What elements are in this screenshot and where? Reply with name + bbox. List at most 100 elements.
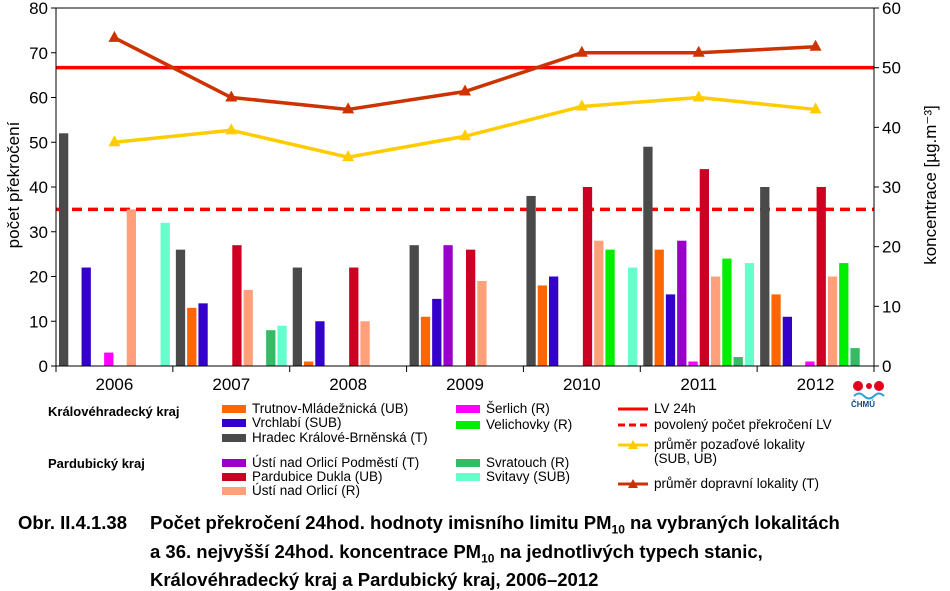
- y2-tick-label: 40: [882, 118, 901, 137]
- bar: [805, 361, 815, 366]
- legend-swatch: [456, 421, 480, 429]
- legend-label: Vrchlabí (SUB): [252, 415, 342, 430]
- line-point: [459, 129, 471, 141]
- caption-line3: Královéhradecký kraj a Pardubický kraj, …: [150, 569, 599, 591]
- bar: [654, 249, 664, 366]
- bar: [175, 249, 186, 366]
- legend-swatch: [456, 459, 480, 467]
- legend-label: průměr pozaďové lokality (SUB, UB): [654, 437, 805, 466]
- bar: [549, 276, 559, 366]
- caption-number: Obr. II.4.1.38: [18, 512, 128, 533]
- bar: [526, 195, 536, 366]
- bar: [81, 267, 91, 366]
- y2-tick-label: 10: [882, 297, 901, 316]
- bars: [59, 133, 860, 366]
- chmu-logo-text: ČHMÚ: [851, 400, 875, 409]
- bar: [665, 294, 676, 366]
- bar: [711, 276, 721, 366]
- chmu-logo: [853, 381, 885, 400]
- legend-item-hk-brnenska: Hradec Králové-Brněnská (T): [222, 431, 428, 445]
- y2-tick-label: 50: [882, 59, 901, 78]
- legend-label: Šerlich (R): [486, 401, 550, 416]
- legend-swatch: [222, 459, 246, 467]
- legend-label: průměr dopravní lokality (T): [654, 476, 820, 491]
- bar: [628, 267, 638, 366]
- y-tick-label: 70: [29, 44, 48, 63]
- bar: [771, 294, 781, 366]
- y-axis-title: počet překročení: [4, 121, 23, 248]
- legend-item-povoleny: povolený počet překročení LV: [618, 418, 832, 432]
- bar: [104, 352, 114, 366]
- y-tick-label: 0: [39, 357, 48, 376]
- y-tick-label: 40: [29, 178, 48, 197]
- y2-tick-label: 0: [882, 357, 891, 376]
- x-tick-label: 2009: [446, 375, 484, 394]
- bar: [304, 361, 314, 366]
- bar: [443, 245, 453, 366]
- x-tick-label: 2011: [680, 375, 717, 394]
- chart: 0 10 20 30 40 50 60 70 80 0 10 20 30 40 50 60 2006 2007 20…: [4, 0, 940, 400]
- y-tick-label: 60: [29, 89, 48, 108]
- bar: [733, 357, 743, 366]
- line-point: [108, 30, 121, 42]
- figure-caption: Obr. II.4.1.38 Počet překročení 24hod. ho…: [18, 512, 948, 591]
- x-tick-label: 2012: [797, 375, 835, 394]
- x-tick-label: 2006: [96, 375, 134, 394]
- series-line: [114, 95, 816, 159]
- legend-swatch: [222, 405, 246, 413]
- legend-line-triangle-yellow: [618, 440, 648, 449]
- line-point: [342, 150, 355, 162]
- legend-item-velichovky: Velichovky (R): [456, 418, 572, 432]
- line-point: [575, 99, 588, 111]
- line-point: [342, 102, 355, 114]
- legend-item-trutnov: Trutnov-Mládežnická (UB): [222, 402, 408, 416]
- bar: [59, 133, 69, 366]
- legend-item-pozadove: průměr pozaďové lokality (SUB, UB): [618, 438, 805, 466]
- caption-line1: Počet překročení 24hod. hodnoty imisního…: [150, 512, 612, 533]
- legend-label: Hradec Králové-Brněnská (T): [252, 430, 428, 445]
- bar: [266, 330, 276, 366]
- bar: [744, 263, 755, 366]
- bar: [477, 280, 487, 366]
- bar: [699, 169, 709, 366]
- legend-label: Velichovky (R): [486, 417, 573, 432]
- bar: [187, 307, 197, 366]
- bar: [466, 249, 476, 366]
- bar: [277, 325, 287, 366]
- legend-swatch: [456, 473, 480, 481]
- bar: [722, 258, 732, 366]
- legend-item-usti-podmesti: Ústí nad Orlicí Podměstí (T): [222, 456, 419, 470]
- y-tick-label: 30: [29, 223, 48, 242]
- legend-item-serlich: Šerlich (R): [456, 402, 550, 416]
- caption-line2: a 36. nejvyšší 24hod. koncentrace PM: [150, 540, 482, 562]
- bar: [782, 316, 792, 366]
- bar: [232, 245, 242, 366]
- legend-swatch: [222, 434, 246, 442]
- line-point: [809, 102, 822, 114]
- bar: [126, 209, 136, 366]
- y2-axis-title: koncentrace [µg.m⁻³]: [921, 105, 940, 265]
- y-tick-label: 50: [29, 133, 48, 152]
- legend-item-dukla: Pardubice Dukla (UB): [222, 470, 383, 484]
- legend-group-pardubice: Pardubický kraj: [48, 456, 145, 471]
- bar: [292, 267, 302, 366]
- y2-tick-label: 20: [882, 238, 901, 257]
- line-point: [459, 84, 471, 96]
- bar: [160, 222, 170, 366]
- bar: [760, 187, 770, 366]
- bar: [850, 348, 860, 366]
- legend-label: povolený počet překročení LV: [654, 417, 832, 432]
- bar: [198, 303, 208, 366]
- y-tick-label: 80: [29, 0, 48, 18]
- legend-item-dopravni: průměr dopravní lokality (T): [618, 477, 819, 491]
- y-tick-label: 10: [29, 312, 48, 331]
- bar: [360, 321, 370, 366]
- legend-label: Ústí nad Orlicí Podměstí (T): [252, 455, 420, 470]
- y2-tick-label: 30: [882, 178, 901, 197]
- bar: [409, 245, 419, 366]
- y2-tick-label: 60: [882, 0, 901, 18]
- line-point: [692, 90, 705, 102]
- line-point: [225, 123, 238, 135]
- legend-item-svratouch: Svratouch (R): [456, 456, 569, 470]
- axes: 0 10 20 30 40 50 60 70 80 0 10 20 30 40 50 60 2006 2007 20…: [29, 0, 901, 394]
